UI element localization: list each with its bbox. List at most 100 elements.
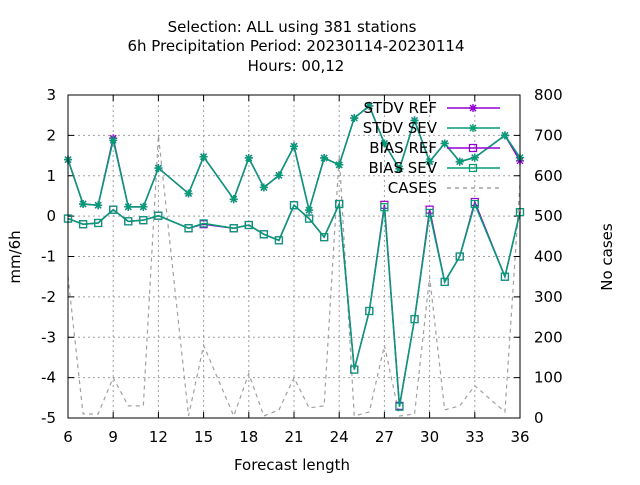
data-point [184,189,193,198]
y2-tick-label: 100 [534,369,563,387]
data-point [350,365,359,374]
data-point [395,164,404,173]
y-tick-label: 2 [46,126,56,144]
series-bias-sev [63,199,525,411]
data-point [290,142,298,151]
data-point [229,224,238,233]
data-point [380,203,389,212]
y2-tick-label: 200 [534,328,563,346]
data-point [244,220,253,230]
data-point [305,206,314,215]
data-point [139,202,148,211]
data-point [335,199,344,209]
data-point [289,201,299,210]
data-point [470,153,479,162]
y-tick-label: -3 [41,328,56,346]
data-point [365,306,374,316]
data-point [335,160,344,169]
y2-tick-label: 400 [534,248,563,266]
data-point [350,114,359,123]
data-point [109,136,118,145]
data-point [425,157,434,166]
y2-tick-label: 700 [534,126,563,144]
x-tick-label: 30 [420,428,439,446]
x-tick-label: 27 [375,428,394,446]
y-tick-label: 0 [46,207,56,225]
data-point [304,214,314,223]
legend-label: STDV SEV [363,119,438,137]
y2-tick-label: 800 [534,86,563,104]
data-point [469,124,477,132]
data-point [199,219,208,228]
y-tick-label: -2 [41,288,56,306]
data-point [154,211,163,220]
data-point [229,195,238,204]
data-point [410,314,419,324]
data-point [124,217,133,226]
chart-title-line-1: Selection: ALL using 381 stations [168,18,417,36]
data-point [468,163,478,173]
data-point [78,220,88,229]
series-stdv-sev [64,101,524,215]
data-point [274,236,284,245]
data-point [455,157,464,166]
legend-label: STDV REF [363,99,437,117]
x-tick-label: 6 [63,428,73,446]
data-point [455,252,464,261]
x-tick-label: 36 [510,428,529,446]
data-point [274,171,283,180]
data-point [425,208,434,217]
legend-label: CASES [388,179,437,197]
y2-tick-label: 300 [534,288,563,306]
data-point [440,139,449,148]
data-point [259,183,268,192]
data-point [320,153,329,162]
data-point [395,402,404,411]
y-tick-label: -1 [41,248,56,266]
y-tick-label: -5 [41,409,56,427]
x-tick-label: 18 [239,428,258,446]
legend: STDV REF STDV SEV BIAS REF BIAS SEV CASES [363,99,500,197]
series-cases [67,135,521,418]
y2-axis-label: No cases [598,223,616,291]
data-point [440,277,449,287]
data-point [259,230,268,239]
x-tick-label: 9 [108,428,118,446]
x-tick-label: 15 [194,428,213,446]
data-point [320,233,329,242]
x-tick-label: 24 [330,428,349,446]
x-tick-label: 12 [149,428,168,446]
y-axis-label: mm/6h [6,230,24,283]
data-point [410,116,419,125]
data-point [380,139,389,148]
data-point [109,205,118,214]
data-point [184,224,193,233]
data-point [94,218,103,228]
plot-frame [67,94,521,419]
grid [67,94,521,419]
data-point [199,152,208,161]
data-point [500,272,510,281]
y2-tick-label: 600 [534,167,563,185]
data-point [500,131,509,140]
data-point [470,199,479,209]
chart-title-line-2: 6h Precipitation Period: 20230114-202301… [127,37,464,55]
x-axis-label: Forecast length [234,456,350,474]
data-point [94,201,103,210]
legend-label: BIAS REF [369,139,437,157]
series-line [67,104,521,214]
data-point [244,153,253,162]
y2-tick-label: 0 [534,409,544,427]
x-tick-label: 21 [284,428,303,446]
data-point [468,143,478,153]
chart-title-line-3: Hours: 00,12 [248,57,345,75]
data-point [469,104,477,112]
series-layer [63,101,525,418]
data-point [365,101,374,110]
data-point [124,202,133,211]
tick-labels: 6 9 12 15 18 21 24 27 30 33 36-5-4-3-2-10123010020… [41,86,563,446]
data-point [154,164,163,173]
legend-label: BIAS SEV [368,159,437,177]
data-point [139,216,148,225]
